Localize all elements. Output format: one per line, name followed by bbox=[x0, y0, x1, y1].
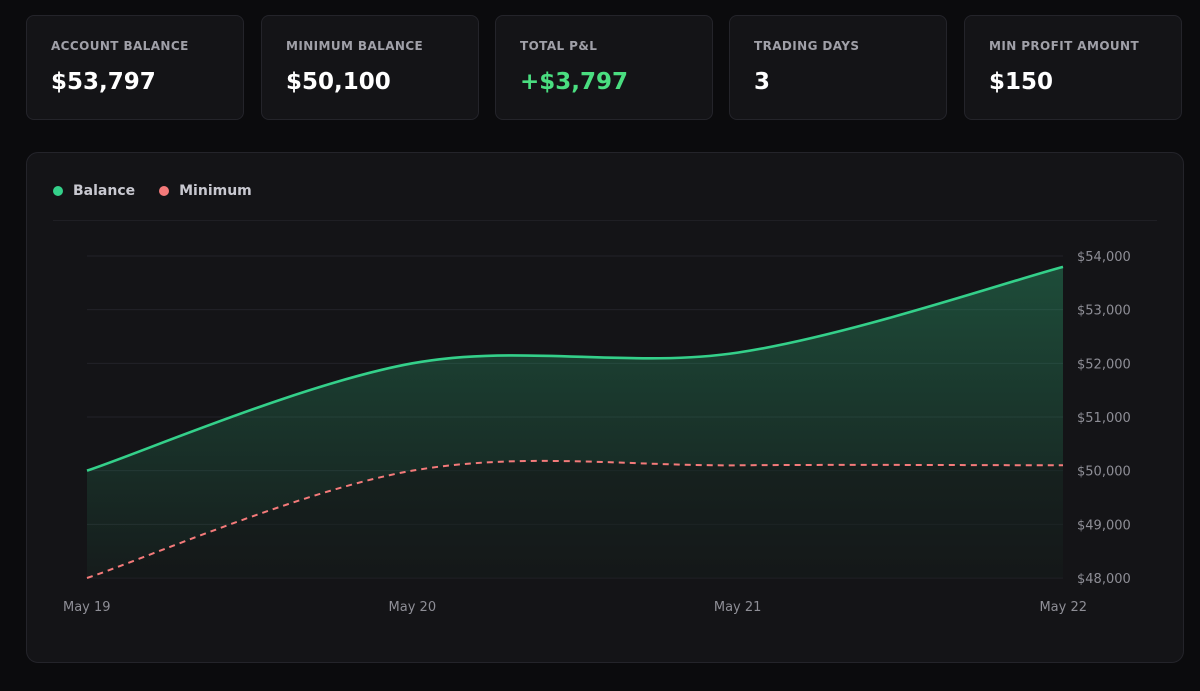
x-axis-ticks: May 19 May 20 May 21 May 22 bbox=[63, 600, 1087, 615]
stat-card-min-profit-amount: MIN PROFIT AMOUNT $150 bbox=[964, 15, 1182, 120]
legend-label-minimum: Minimum bbox=[179, 183, 252, 199]
x-tick-label: May 22 bbox=[1039, 600, 1087, 615]
y-axis-ticks: $48,000 $49,000 $50,000 $51,000 $52,000 $53,0… bbox=[1077, 250, 1131, 587]
y-tick-label: $51,000 bbox=[1077, 411, 1131, 426]
stat-label: TOTAL P&L bbox=[520, 39, 598, 53]
y-tick-label: $52,000 bbox=[1077, 357, 1131, 372]
chart-legend: Balance Minimum bbox=[53, 181, 276, 201]
stat-card-trading-days: TRADING DAYS 3 bbox=[729, 15, 947, 120]
stat-value: $150 bbox=[989, 69, 1054, 95]
stat-label: MINIMUM BALANCE bbox=[286, 39, 424, 53]
legend-dot-icon bbox=[159, 186, 170, 196]
legend-label-balance: Balance bbox=[73, 183, 136, 199]
x-tick-label: May 21 bbox=[714, 600, 762, 615]
y-tick-label: $54,000 bbox=[1077, 250, 1131, 265]
stat-card-account-balance: ACCOUNT BALANCE $53,797 bbox=[26, 15, 244, 120]
y-tick-label: $53,000 bbox=[1077, 304, 1131, 319]
minimum-area bbox=[87, 460, 1063, 578]
stat-value: $53,797 bbox=[51, 69, 156, 95]
balance-chart-card: Balance Minimum $48,000 $49,000 $50,000 $51… bbox=[26, 152, 1184, 663]
balance-chart: $48,000 $49,000 $50,000 $51,000 $52,000 $53,0… bbox=[63, 250, 1131, 615]
stat-label: ACCOUNT BALANCE bbox=[51, 39, 189, 53]
stat-value: $50,100 bbox=[286, 69, 391, 95]
legend-divider bbox=[53, 220, 1157, 221]
y-tick-label: $49,000 bbox=[1077, 518, 1131, 533]
legend-item-balance[interactable]: Balance bbox=[53, 183, 135, 199]
legend-dot-icon bbox=[53, 186, 63, 196]
legend-item-minimum[interactable]: Minimum bbox=[159, 183, 252, 199]
stat-value: +$3,797 bbox=[520, 69, 629, 95]
y-tick-label: $48,000 bbox=[1077, 572, 1131, 587]
stat-value: 3 bbox=[754, 69, 771, 95]
x-tick-label: May 19 bbox=[63, 600, 111, 615]
balance-series-line bbox=[86, 265, 1064, 472]
minimum-series-line bbox=[86, 459, 1064, 579]
stat-label: TRADING DAYS bbox=[754, 39, 860, 53]
stat-card-minimum-balance: MINIMUM BALANCE $50,100 bbox=[261, 15, 479, 120]
balance-area bbox=[87, 266, 1063, 578]
stat-label: MIN PROFIT AMOUNT bbox=[989, 39, 1140, 53]
stat-card-total-pnl: TOTAL P&L +$3,797 bbox=[495, 15, 713, 120]
x-tick-label: May 20 bbox=[389, 600, 437, 615]
y-tick-label: $50,000 bbox=[1077, 465, 1131, 480]
stats-row: ACCOUNT BALANCE $53,797 MINIMUM BALANCE … bbox=[26, 15, 1182, 122]
